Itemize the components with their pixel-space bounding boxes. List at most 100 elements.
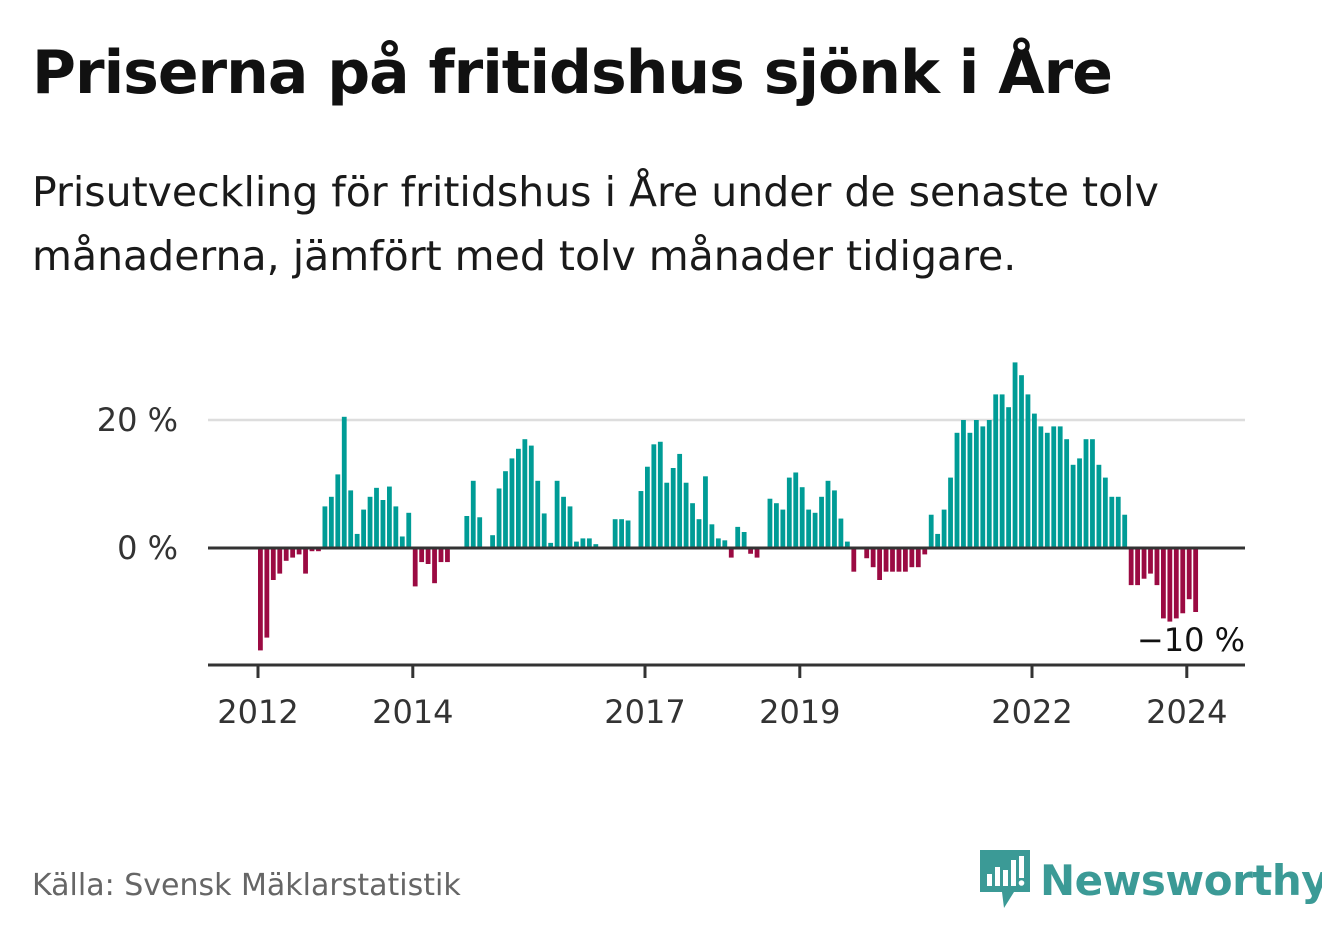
bar xyxy=(432,548,437,584)
bar xyxy=(516,448,521,548)
bar xyxy=(470,480,476,548)
bar xyxy=(999,394,1005,548)
bar xyxy=(1148,548,1153,574)
bar xyxy=(1077,458,1082,548)
bar xyxy=(915,548,921,568)
bar xyxy=(786,477,792,548)
chart-subtitle: Prisutveckling för fritidshus i Åre unde… xyxy=(32,168,1159,280)
bar xyxy=(890,548,895,572)
bar xyxy=(264,548,270,638)
y-tick-label: 0 % xyxy=(117,529,178,567)
bar xyxy=(464,516,470,548)
bar xyxy=(825,480,831,548)
bar xyxy=(1122,514,1128,548)
bar xyxy=(1161,548,1166,619)
bar xyxy=(657,441,663,548)
bar xyxy=(690,503,695,548)
bar xyxy=(980,426,986,548)
x-tick-label: 2012 xyxy=(217,693,298,731)
bar xyxy=(812,512,818,548)
bar xyxy=(387,486,392,548)
bar xyxy=(258,548,263,651)
bar xyxy=(948,477,953,548)
bar xyxy=(322,506,328,548)
bar xyxy=(664,482,670,548)
bar xyxy=(1012,362,1018,548)
bar xyxy=(774,503,779,548)
bar xyxy=(522,439,528,548)
bar xyxy=(1096,464,1102,548)
bar xyxy=(954,432,960,548)
bar xyxy=(1032,413,1037,548)
bar xyxy=(1128,548,1134,586)
bar xyxy=(1057,426,1063,548)
bar xyxy=(619,519,624,548)
bar xyxy=(528,445,534,548)
bar xyxy=(1141,548,1147,579)
bar xyxy=(335,474,341,548)
bar xyxy=(612,519,618,548)
bar xyxy=(328,496,334,548)
bar xyxy=(741,532,747,548)
bar xyxy=(1109,496,1115,548)
x-tick-label: 2014 xyxy=(372,693,453,731)
bar xyxy=(399,536,405,548)
bar xyxy=(728,548,734,558)
bar xyxy=(277,548,283,574)
bar xyxy=(799,487,805,548)
bar xyxy=(703,476,708,548)
bar xyxy=(412,548,418,587)
bar xyxy=(638,491,644,548)
bar-chart: 0 % 20 % 2012 2014 2017 2019 2022 2024 −10 % xyxy=(97,362,1245,731)
bar xyxy=(819,496,824,548)
source-note: Källa: Svensk Mäklarstatistik xyxy=(32,868,461,903)
bar xyxy=(425,548,431,564)
y-tick-label: 20 % xyxy=(97,401,178,439)
bar xyxy=(973,420,979,548)
bar xyxy=(309,548,315,552)
bar xyxy=(477,517,483,548)
bar xyxy=(283,548,289,561)
bar xyxy=(722,540,728,548)
bar xyxy=(651,444,657,548)
bar xyxy=(670,468,676,548)
bar xyxy=(580,538,586,548)
bar xyxy=(406,512,412,548)
bar-chart-logo-icon xyxy=(980,850,1030,908)
bar xyxy=(625,520,631,548)
bar xyxy=(709,524,715,548)
bar xyxy=(935,533,941,548)
bar xyxy=(961,420,966,548)
bar xyxy=(438,548,444,563)
bar xyxy=(316,548,321,552)
bar xyxy=(838,518,844,548)
bar xyxy=(1070,464,1076,548)
bar xyxy=(1193,548,1199,612)
bar xyxy=(380,500,386,548)
bar xyxy=(877,548,882,580)
bar xyxy=(1102,477,1108,548)
bar xyxy=(986,420,992,548)
x-tick-label: 2017 xyxy=(604,693,685,731)
bar xyxy=(561,496,566,548)
bar xyxy=(1038,426,1044,548)
bar xyxy=(754,548,760,558)
bar xyxy=(1006,407,1011,548)
bar xyxy=(548,542,554,548)
bar xyxy=(1154,548,1160,586)
bar xyxy=(535,480,541,548)
bar xyxy=(393,506,399,548)
bar xyxy=(928,514,934,548)
bar xyxy=(496,488,502,548)
bar xyxy=(341,416,347,548)
bar xyxy=(303,548,308,574)
bar xyxy=(290,548,296,558)
bar xyxy=(941,509,947,548)
bar xyxy=(270,548,276,580)
bar xyxy=(870,548,876,568)
bar xyxy=(367,496,373,548)
bar xyxy=(767,498,773,548)
bar xyxy=(348,490,354,548)
bars xyxy=(258,362,1199,651)
bar xyxy=(586,538,592,548)
